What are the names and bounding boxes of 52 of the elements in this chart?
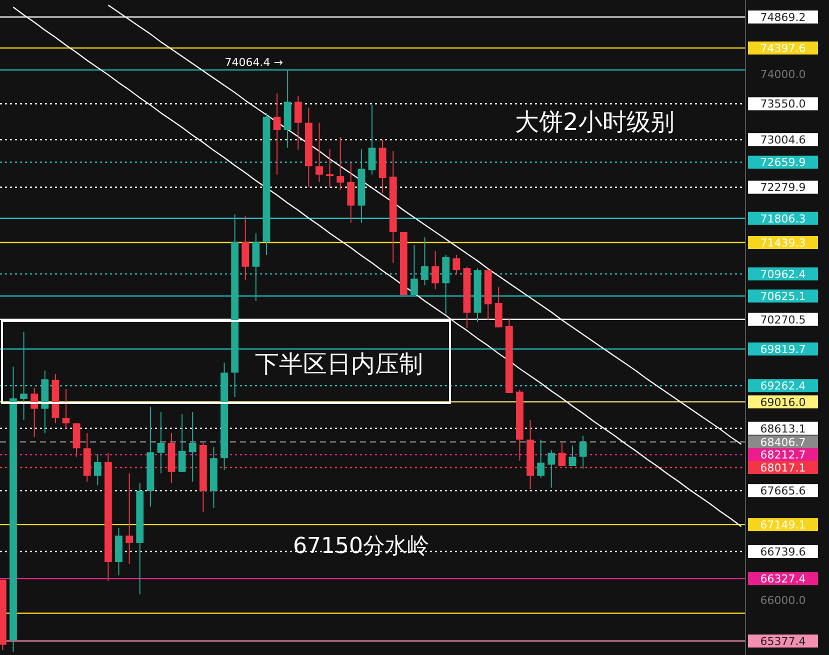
ref-line-label: 69016.0: [760, 396, 806, 409]
candlestick: [421, 236, 428, 286]
candlestick: [579, 435, 587, 470]
ref-line-label: 70270.5: [760, 313, 806, 326]
ref-line-label: 67149.1: [760, 518, 806, 532]
candlestick: [568, 445, 576, 466]
y-tick-label: 66000.0: [760, 594, 806, 607]
ref-line-label: 70625.1: [760, 290, 806, 303]
candlestick: [273, 92, 281, 176]
ref-line-label: 68212.7: [760, 448, 806, 462]
ref-line-label: 68017.1: [760, 461, 806, 474]
y-tick-label: 74000.0: [760, 68, 806, 82]
ref-line-label: 73004.6: [760, 134, 806, 147]
ref-line-label: 73550.0: [760, 98, 806, 111]
candlestick: [537, 439, 545, 478]
candlestick: [62, 388, 70, 430]
ref-line-label: 72659.9: [760, 156, 806, 170]
candlestick: [157, 412, 165, 474]
candlestick: [368, 104, 376, 176]
annotation: 大饼2小时级别: [515, 108, 674, 136]
candlestick: [326, 148, 334, 188]
candlestick: [20, 331, 28, 420]
ref-line-label: 69819.7: [760, 342, 806, 356]
ref-line-label: 66739.6: [760, 545, 806, 558]
candlestick: [178, 414, 186, 472]
ref-line-label: 71439.3: [760, 236, 806, 250]
ref-line-label: 65377.4: [760, 634, 806, 648]
candlestick: [30, 387, 38, 438]
ref-line-label: 68406.7: [760, 436, 806, 449]
annotation: 74064.4 →: [224, 56, 283, 69]
candlestick: [347, 162, 355, 224]
candlestick: [548, 450, 556, 488]
ref-line-label: 72279.9: [760, 181, 806, 194]
ref-line-label: 70962.4: [760, 268, 806, 281]
ref-line-label: 68613.1: [760, 422, 806, 436]
candlestick: [126, 472, 134, 564]
annotation: 67150分水岭: [293, 534, 429, 559]
candlestick: [94, 454, 102, 486]
candlestick: [410, 244, 418, 296]
candlestick: [336, 136, 344, 190]
candlestick: [316, 122, 323, 182]
candlestick: [294, 95, 302, 150]
ref-line-label: 71806.3: [760, 212, 806, 226]
candlestick: [432, 250, 440, 290]
candlestick: [452, 254, 460, 276]
ref-line-label: 66327.4: [760, 572, 806, 586]
annotation: 下半区日内压制: [255, 350, 423, 378]
ref-line-label: 67665.6: [760, 484, 806, 498]
candlestick: [188, 412, 196, 482]
ref-line-label: 69262.4: [760, 380, 806, 393]
ref-line-label: 74397.6: [760, 42, 806, 55]
ref-line-label: 74869.2: [760, 10, 806, 24]
